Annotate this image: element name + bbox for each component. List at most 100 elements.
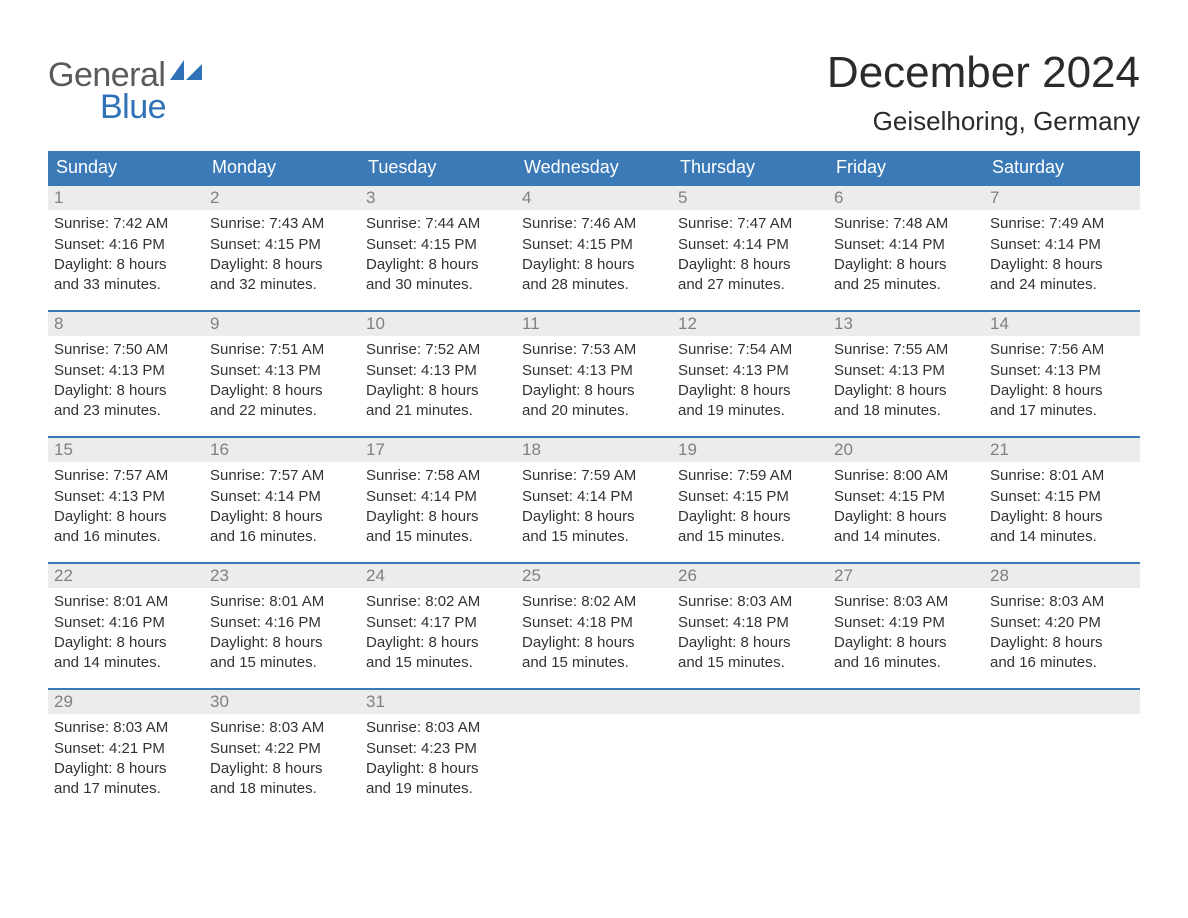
day-sunrise: Sunrise: 7:54 AM (678, 340, 822, 360)
brand-logo: General Blue (48, 58, 204, 124)
day-d2: and 22 minutes. (210, 401, 354, 421)
day-sunset: Sunset: 4:20 PM (990, 613, 1134, 633)
day-d1: Daylight: 8 hours (54, 507, 198, 527)
day-sunrise: Sunrise: 8:03 AM (678, 592, 822, 612)
day-cell: 11Sunrise: 7:53 AMSunset: 4:13 PMDayligh… (516, 312, 672, 436)
day-sunrise: Sunrise: 7:56 AM (990, 340, 1134, 360)
day-sunset: Sunset: 4:15 PM (210, 235, 354, 255)
day-d2: and 16 minutes. (834, 653, 978, 673)
day-cell: 14Sunrise: 7:56 AMSunset: 4:13 PMDayligh… (984, 312, 1140, 436)
day-d1: Daylight: 8 hours (210, 381, 354, 401)
day-body: Sunrise: 7:58 AMSunset: 4:14 PMDaylight:… (360, 462, 516, 553)
day-number: 29 (48, 690, 204, 714)
calendar: Sunday Monday Tuesday Wednesday Thursday… (48, 151, 1140, 814)
day-sunrise: Sunrise: 7:42 AM (54, 214, 198, 234)
day-sunset: Sunset: 4:14 PM (522, 487, 666, 507)
day-number: 3 (360, 186, 516, 210)
day-sunset: Sunset: 4:15 PM (678, 487, 822, 507)
day-d2: and 15 minutes. (522, 527, 666, 547)
day-cell: 3Sunrise: 7:44 AMSunset: 4:15 PMDaylight… (360, 186, 516, 310)
day-sunrise: Sunrise: 7:52 AM (366, 340, 510, 360)
day-sunrise: Sunrise: 8:03 AM (366, 718, 510, 738)
day-sunset: Sunset: 4:22 PM (210, 739, 354, 759)
day-cell: 25Sunrise: 8:02 AMSunset: 4:18 PMDayligh… (516, 564, 672, 688)
day-d1: Daylight: 8 hours (366, 759, 510, 779)
day-body: Sunrise: 8:00 AMSunset: 4:15 PMDaylight:… (828, 462, 984, 553)
location: Geiselhoring, Germany (827, 106, 1140, 137)
day-body: Sunrise: 8:01 AMSunset: 4:16 PMDaylight:… (204, 588, 360, 679)
week-row: 1Sunrise: 7:42 AMSunset: 4:16 PMDaylight… (48, 184, 1140, 310)
day-cell: 26Sunrise: 8:03 AMSunset: 4:18 PMDayligh… (672, 564, 828, 688)
day-d1: Daylight: 8 hours (210, 633, 354, 653)
day-number: 27 (828, 564, 984, 588)
day-number: 14 (984, 312, 1140, 336)
day-body: Sunrise: 7:57 AMSunset: 4:13 PMDaylight:… (48, 462, 204, 553)
day-body (828, 714, 984, 724)
day-d1: Daylight: 8 hours (366, 255, 510, 275)
day-d2: and 30 minutes. (366, 275, 510, 295)
day-cell: 8Sunrise: 7:50 AMSunset: 4:13 PMDaylight… (48, 312, 204, 436)
day-d2: and 33 minutes. (54, 275, 198, 295)
day-d1: Daylight: 8 hours (54, 759, 198, 779)
day-sunset: Sunset: 4:14 PM (834, 235, 978, 255)
day-sunset: Sunset: 4:15 PM (834, 487, 978, 507)
day-sunrise: Sunrise: 8:03 AM (834, 592, 978, 612)
day-sunrise: Sunrise: 7:57 AM (54, 466, 198, 486)
day-body: Sunrise: 8:03 AMSunset: 4:21 PMDaylight:… (48, 714, 204, 805)
day-d2: and 19 minutes. (366, 779, 510, 799)
day-d2: and 15 minutes. (210, 653, 354, 673)
day-cell: 17Sunrise: 7:58 AMSunset: 4:14 PMDayligh… (360, 438, 516, 562)
day-cell: 21Sunrise: 8:01 AMSunset: 4:15 PMDayligh… (984, 438, 1140, 562)
day-body: Sunrise: 8:01 AMSunset: 4:16 PMDaylight:… (48, 588, 204, 679)
day-cell: 27Sunrise: 8:03 AMSunset: 4:19 PMDayligh… (828, 564, 984, 688)
day-d1: Daylight: 8 hours (678, 381, 822, 401)
day-body: Sunrise: 8:03 AMSunset: 4:23 PMDaylight:… (360, 714, 516, 805)
day-cell: 2Sunrise: 7:43 AMSunset: 4:15 PMDaylight… (204, 186, 360, 310)
day-cell: 23Sunrise: 8:01 AMSunset: 4:16 PMDayligh… (204, 564, 360, 688)
day-body: Sunrise: 8:02 AMSunset: 4:18 PMDaylight:… (516, 588, 672, 679)
day-sunrise: Sunrise: 8:01 AM (990, 466, 1134, 486)
day-cell: 4Sunrise: 7:46 AMSunset: 4:15 PMDaylight… (516, 186, 672, 310)
day-number: 2 (204, 186, 360, 210)
week-row: 8Sunrise: 7:50 AMSunset: 4:13 PMDaylight… (48, 310, 1140, 436)
day-number: 26 (672, 564, 828, 588)
page: General Blue December 2024 Geiselhoring,… (0, 0, 1188, 814)
day-cell: 6Sunrise: 7:48 AMSunset: 4:14 PMDaylight… (828, 186, 984, 310)
day-sunset: Sunset: 4:18 PM (678, 613, 822, 633)
day-d1: Daylight: 8 hours (834, 633, 978, 653)
day-sunrise: Sunrise: 7:55 AM (834, 340, 978, 360)
day-sunset: Sunset: 4:13 PM (990, 361, 1134, 381)
day-cell: 1Sunrise: 7:42 AMSunset: 4:16 PMDaylight… (48, 186, 204, 310)
day-body: Sunrise: 7:54 AMSunset: 4:13 PMDaylight:… (672, 336, 828, 427)
day-d2: and 18 minutes. (834, 401, 978, 421)
day-body: Sunrise: 7:51 AMSunset: 4:13 PMDaylight:… (204, 336, 360, 427)
header: General Blue December 2024 Geiselhoring,… (48, 48, 1140, 137)
day-body: Sunrise: 8:03 AMSunset: 4:19 PMDaylight:… (828, 588, 984, 679)
day-sunset: Sunset: 4:16 PM (210, 613, 354, 633)
day-sunrise: Sunrise: 7:44 AM (366, 214, 510, 234)
day-body: Sunrise: 8:03 AMSunset: 4:18 PMDaylight:… (672, 588, 828, 679)
day-body: Sunrise: 7:56 AMSunset: 4:13 PMDaylight:… (984, 336, 1140, 427)
day-d2: and 15 minutes. (678, 653, 822, 673)
day-sunset: Sunset: 4:14 PM (990, 235, 1134, 255)
day-body: Sunrise: 7:43 AMSunset: 4:15 PMDaylight:… (204, 210, 360, 301)
day-body (984, 714, 1140, 724)
day-body: Sunrise: 7:44 AMSunset: 4:15 PMDaylight:… (360, 210, 516, 301)
day-body: Sunrise: 7:42 AMSunset: 4:16 PMDaylight:… (48, 210, 204, 301)
weeks-container: 1Sunrise: 7:42 AMSunset: 4:16 PMDaylight… (48, 184, 1140, 814)
day-sunrise: Sunrise: 7:57 AM (210, 466, 354, 486)
day-d1: Daylight: 8 hours (678, 633, 822, 653)
day-d1: Daylight: 8 hours (834, 255, 978, 275)
day-d2: and 27 minutes. (678, 275, 822, 295)
day-d1: Daylight: 8 hours (522, 255, 666, 275)
day-sunrise: Sunrise: 7:53 AM (522, 340, 666, 360)
day-d1: Daylight: 8 hours (678, 507, 822, 527)
day-body: Sunrise: 8:01 AMSunset: 4:15 PMDaylight:… (984, 462, 1140, 553)
day-sunrise: Sunrise: 8:00 AM (834, 466, 978, 486)
day-d1: Daylight: 8 hours (366, 633, 510, 653)
day-body: Sunrise: 7:52 AMSunset: 4:13 PMDaylight:… (360, 336, 516, 427)
day-sunrise: Sunrise: 7:46 AM (522, 214, 666, 234)
day-d2: and 15 minutes. (366, 653, 510, 673)
day-d1: Daylight: 8 hours (522, 381, 666, 401)
day-body: Sunrise: 7:49 AMSunset: 4:14 PMDaylight:… (984, 210, 1140, 301)
